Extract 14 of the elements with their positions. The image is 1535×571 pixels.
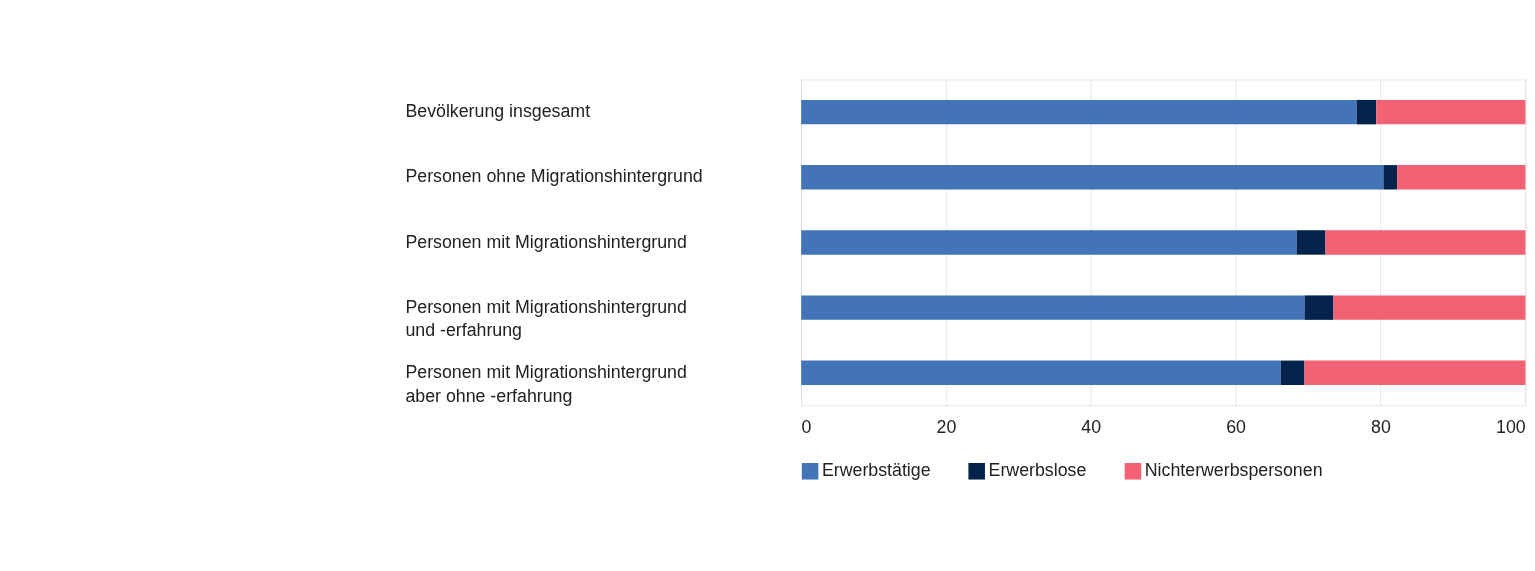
legend-label: Erwerbstätige — [821, 460, 931, 481]
legend-label: Nichterwerbspersonen — [1144, 460, 1323, 481]
y-tick-label: Personen ohne Migrationshintergrund — [405, 166, 703, 187]
y-tick-label: Personen mit Migrationshintergrund — [405, 231, 687, 252]
y-tick-label: Personen mit Migrationshintergrund und -erfahrung — [405, 296, 687, 341]
x-tick-label: 20 — [936, 417, 957, 438]
x-tick-label: 0 — [801, 417, 812, 438]
legend-label: Erwerbslose — [988, 460, 1087, 481]
x-tick-label: 100 — [1496, 417, 1526, 438]
x-tick-label: 40 — [1081, 417, 1102, 438]
x-tick-label: 80 — [1371, 417, 1391, 438]
y-tick-label: Personen mit Migrationshintergrund aber ohne -erfahrung — [405, 361, 687, 406]
x-tick-label: 60 — [1226, 417, 1247, 438]
y-tick-label: Bevölkerung insgesamt — [405, 101, 591, 122]
